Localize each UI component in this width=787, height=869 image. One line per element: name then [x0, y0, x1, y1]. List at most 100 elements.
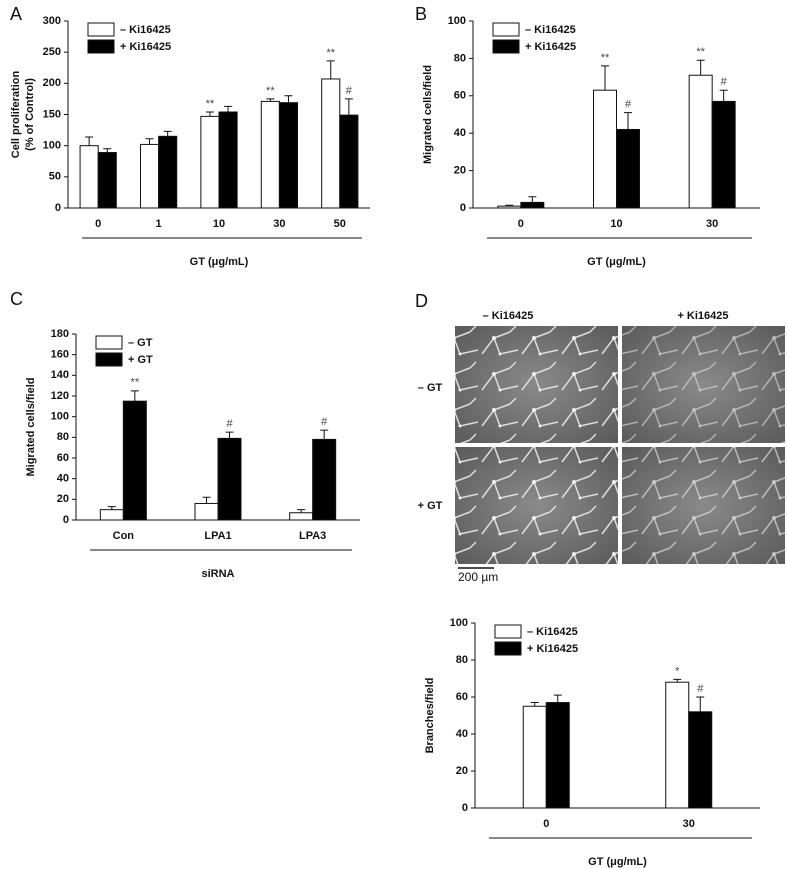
panel-letter: A: [10, 4, 22, 24]
significance-label: #: [721, 76, 728, 88]
y-tick-label: 200: [43, 77, 61, 89]
error-bar: [528, 196, 537, 203]
x-tick-label: LPA3: [299, 530, 326, 542]
legend-label: – GT: [128, 337, 153, 349]
significance-label: **: [131, 377, 140, 389]
legend-label: + GT: [128, 354, 153, 366]
x-tick-label: Con: [113, 530, 135, 542]
legend-swatch: [494, 624, 522, 639]
error-bar: [130, 390, 139, 402]
error-bar: [202, 496, 211, 504]
error-bar: [266, 98, 275, 102]
y-axis-label: (% of Control): [24, 78, 36, 151]
error-bar: [107, 506, 116, 510]
bar: [200, 115, 220, 209]
scale-bar-label: 200 µm: [458, 570, 498, 584]
bar: [497, 205, 522, 209]
x-axis-label: GT (μg/mL): [190, 256, 249, 268]
bar: [616, 128, 640, 209]
bar: [711, 100, 736, 209]
legend-label: – Ki16425: [527, 626, 578, 638]
error-bar: [85, 136, 94, 146]
significance-label: **: [696, 46, 705, 58]
legend-label: – Ki16425: [120, 24, 171, 36]
error-bar: [326, 60, 335, 79]
y-tick-label: 160: [51, 349, 69, 361]
bar: [688, 711, 713, 809]
micrograph-texture: [622, 326, 785, 443]
row-label: – GT: [418, 382, 443, 394]
error-bar: [530, 702, 539, 707]
x-axis-label: siRNA: [201, 568, 234, 580]
significance-label: **: [206, 98, 215, 110]
x-tick-label: 10: [610, 218, 622, 230]
legend-swatch: [95, 335, 123, 350]
significance-label: #: [321, 416, 328, 428]
y-axis-label: Migrated cells/field: [422, 65, 434, 164]
y-tick-label: 300: [43, 15, 61, 27]
y-tick-label: 100: [43, 140, 61, 152]
y-tick-label: 100: [448, 15, 466, 27]
y-tick-label: 60: [454, 90, 466, 102]
legend-swatch: [492, 22, 520, 37]
x-tick-label: 0: [518, 218, 524, 230]
error-bar: [320, 429, 329, 440]
legend-swatch: [87, 39, 115, 54]
y-tick-label: 20: [456, 765, 468, 777]
bar: [158, 135, 178, 209]
bar: [194, 502, 219, 521]
significance-label: #: [625, 99, 632, 111]
bar: [522, 705, 547, 809]
x-tick-label: 10: [213, 218, 225, 230]
column-label: + Ki16425: [677, 310, 728, 322]
legend-swatch: [494, 641, 522, 656]
y-tick-label: 180: [51, 328, 69, 340]
significance-label: **: [326, 47, 335, 59]
y-tick-label: 150: [43, 108, 61, 120]
error-bar: [225, 431, 234, 439]
significance-label: #: [697, 683, 704, 695]
y-tick-label: 0: [460, 202, 466, 214]
bar: [139, 143, 160, 209]
error-bar: [205, 111, 214, 117]
bar: [339, 114, 359, 209]
bar: [278, 102, 299, 209]
panel-letter: C: [10, 289, 23, 309]
micrograph-texture: [455, 447, 618, 564]
y-tick-label: 20: [57, 493, 69, 505]
bar: [520, 201, 545, 209]
error-bar: [553, 694, 562, 703]
bar: [688, 74, 713, 209]
error-bar: [344, 98, 353, 116]
legend-label: + Ki16425: [120, 41, 171, 53]
x-axis-label: GT (μg/mL): [587, 256, 646, 268]
micrograph-texture: [622, 447, 785, 564]
y-tick-label: 0: [462, 802, 468, 814]
error-bar: [719, 89, 728, 102]
legend-label: + Ki16425: [525, 41, 576, 53]
x-tick-label: LPA1: [204, 530, 231, 542]
significance-label: *: [675, 665, 680, 677]
panel-letter: D: [415, 291, 428, 311]
error-bar: [145, 138, 154, 145]
y-tick-label: 80: [454, 52, 466, 64]
y-axis-label: Branches/field: [424, 678, 436, 754]
y-tick-label: 0: [55, 202, 61, 214]
bar-chart: C 0 20 40 60 80 100 120 140 160 180 Migrated cells/…: [10, 289, 360, 580]
x-tick-label: 30: [273, 218, 285, 230]
bar: [217, 437, 242, 521]
y-tick-label: 80: [456, 654, 468, 666]
legend-label: – Ki16425: [525, 24, 576, 36]
y-tick-label: 120: [51, 390, 69, 402]
significance-label: **: [266, 85, 275, 97]
error-bar: [224, 105, 233, 113]
bar: [99, 509, 124, 521]
bar-chart: 0 20 40 60 80 100 Branches/field 0 30 * # GT (μg/mL…: [424, 617, 760, 868]
x-tick-label: 50: [334, 218, 346, 230]
bar: [79, 145, 99, 209]
y-tick-label: 140: [51, 369, 69, 381]
error-bar: [601, 65, 609, 91]
bar: [593, 89, 617, 209]
